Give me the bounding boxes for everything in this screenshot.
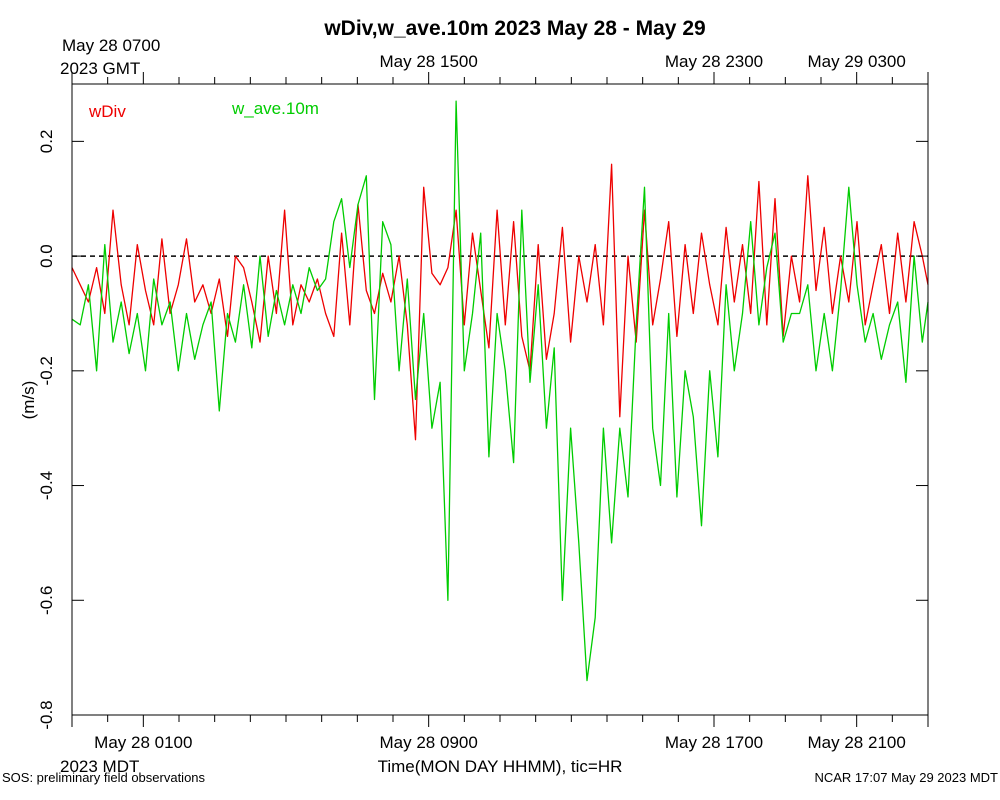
series-layer bbox=[71, 100, 929, 682]
x-tick-label-top: May 29 0300 bbox=[808, 52, 906, 71]
y-tick-label: -0.2 bbox=[37, 356, 56, 385]
series-line-wdiv bbox=[71, 163, 929, 441]
x-tick-label-top: May 28 1500 bbox=[380, 52, 478, 71]
y-tick-label: 0.0 bbox=[37, 244, 56, 268]
footer-right: NCAR 17:07 May 29 2023 MDT bbox=[814, 770, 998, 785]
footer-left: SOS: preliminary field observations bbox=[2, 770, 206, 785]
y-tick-label: -0.4 bbox=[37, 471, 56, 500]
y-axis-label: (m/s) bbox=[19, 381, 38, 420]
legend-label-w-ave-10m: w_ave.10m bbox=[231, 99, 319, 118]
legend-label-wdiv: wDiv bbox=[88, 102, 126, 121]
series-line-w-ave-10m bbox=[71, 100, 929, 682]
x-tick-label-bottom: May 28 1700 bbox=[665, 733, 763, 752]
top-axis-first-label: May 28 0700 bbox=[62, 36, 160, 55]
top-axis-timezone-label: 2023 GMT bbox=[60, 59, 140, 78]
y-tick-label: -0.8 bbox=[37, 700, 56, 729]
ticks-layer bbox=[71, 72, 929, 727]
chart-title: wDiv,w_ave.10m 2023 May 28 - May 29 bbox=[323, 17, 705, 40]
y-tick-label: -0.6 bbox=[37, 586, 56, 615]
x-tick-label-top: May 28 2300 bbox=[665, 52, 763, 71]
tick-labels-layer: May 28 0100 May 28 0900 May 28 1700 May 28 … bbox=[37, 52, 906, 752]
y-tick-label: 0.2 bbox=[37, 130, 56, 154]
bottom-axis-timezone-label: 2023 MDT bbox=[60, 757, 139, 776]
x-tick-label-bottom: May 28 0100 bbox=[94, 733, 192, 752]
x-tick-label-bottom: May 28 2100 bbox=[808, 733, 906, 752]
x-axis-label: Time(MON DAY HHMM), tic=HR bbox=[378, 757, 623, 776]
x-tick-label-bottom: May 28 0900 bbox=[380, 733, 478, 752]
